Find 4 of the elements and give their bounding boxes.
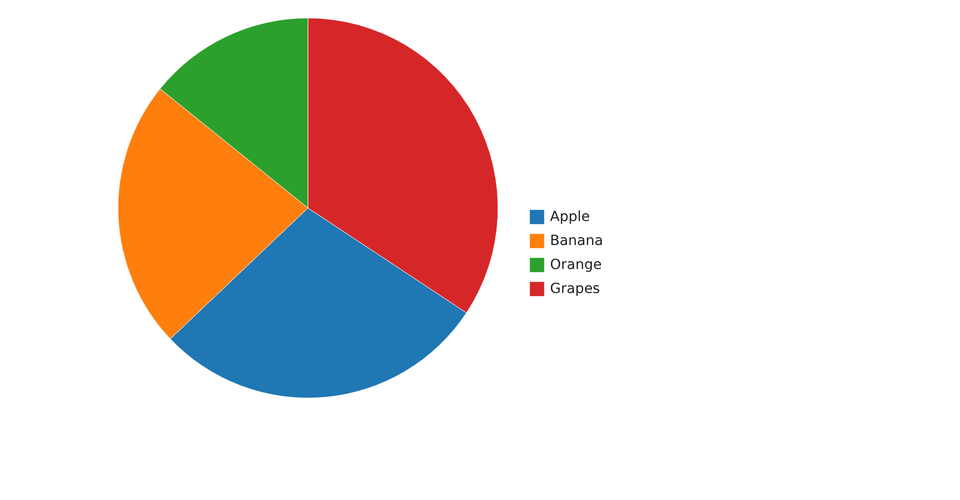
legend-label: Banana [550,233,604,249]
legend-label: Grapes [550,281,600,297]
legend-label: Apple [550,209,590,225]
legend-label: Orange [550,257,602,273]
